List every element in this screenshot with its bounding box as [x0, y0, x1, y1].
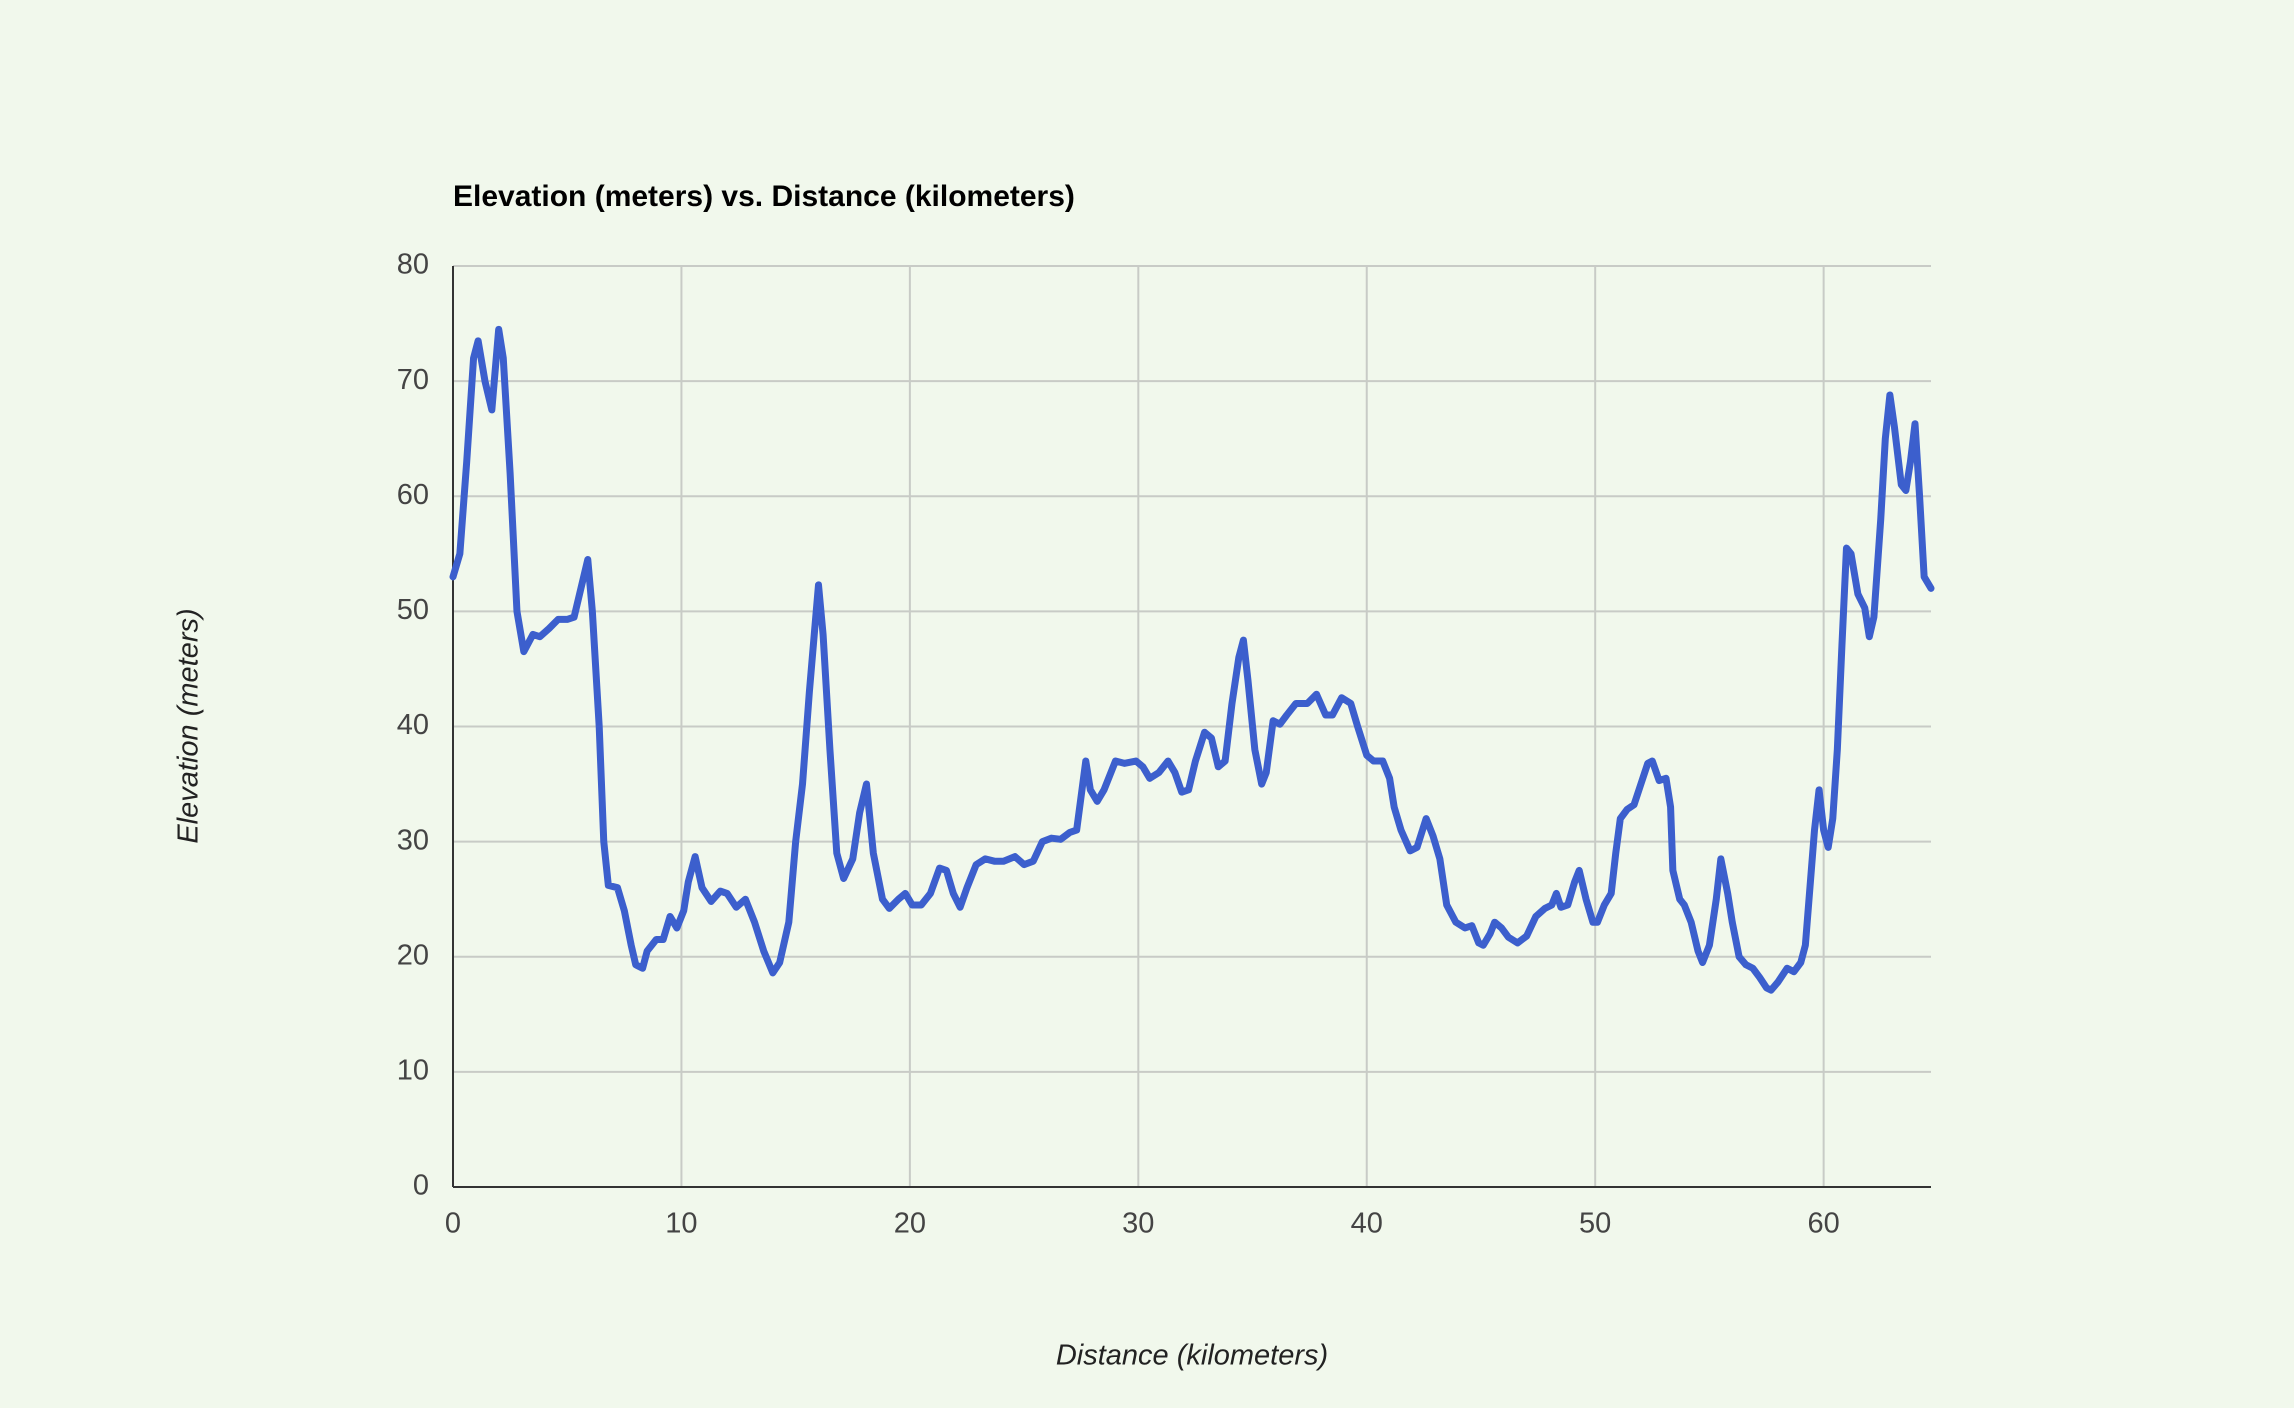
y-tick-label: 10: [397, 1055, 429, 1087]
x-tick-label: 0: [445, 1208, 461, 1240]
x-tick-label: 50: [1579, 1208, 1611, 1240]
y-tick-label: 20: [397, 939, 429, 971]
x-tick-label: 40: [1351, 1208, 1383, 1240]
y-tick-label: 70: [397, 364, 429, 396]
y-tick-label: 50: [397, 594, 429, 626]
x-tick-label: 60: [1808, 1208, 1840, 1240]
x-tick-label: 30: [1122, 1208, 1154, 1240]
y-tick-label: 60: [397, 479, 429, 511]
y-tick-label: 40: [397, 709, 429, 741]
y-tick-label: 80: [397, 249, 429, 281]
x-axis-label: Distance (kilometers): [1056, 1340, 1328, 1372]
elevation-line: [449, 325, 1935, 994]
x-tick-label: 10: [665, 1208, 697, 1240]
x-tick-label: 20: [894, 1208, 926, 1240]
y-tick-label: 0: [413, 1170, 429, 1202]
chart-title: Elevation (meters) vs. Distance (kilomet…: [453, 180, 1075, 213]
y-tick-label: 30: [397, 824, 429, 856]
y-axis-label: Elevation (meters): [173, 608, 205, 843]
